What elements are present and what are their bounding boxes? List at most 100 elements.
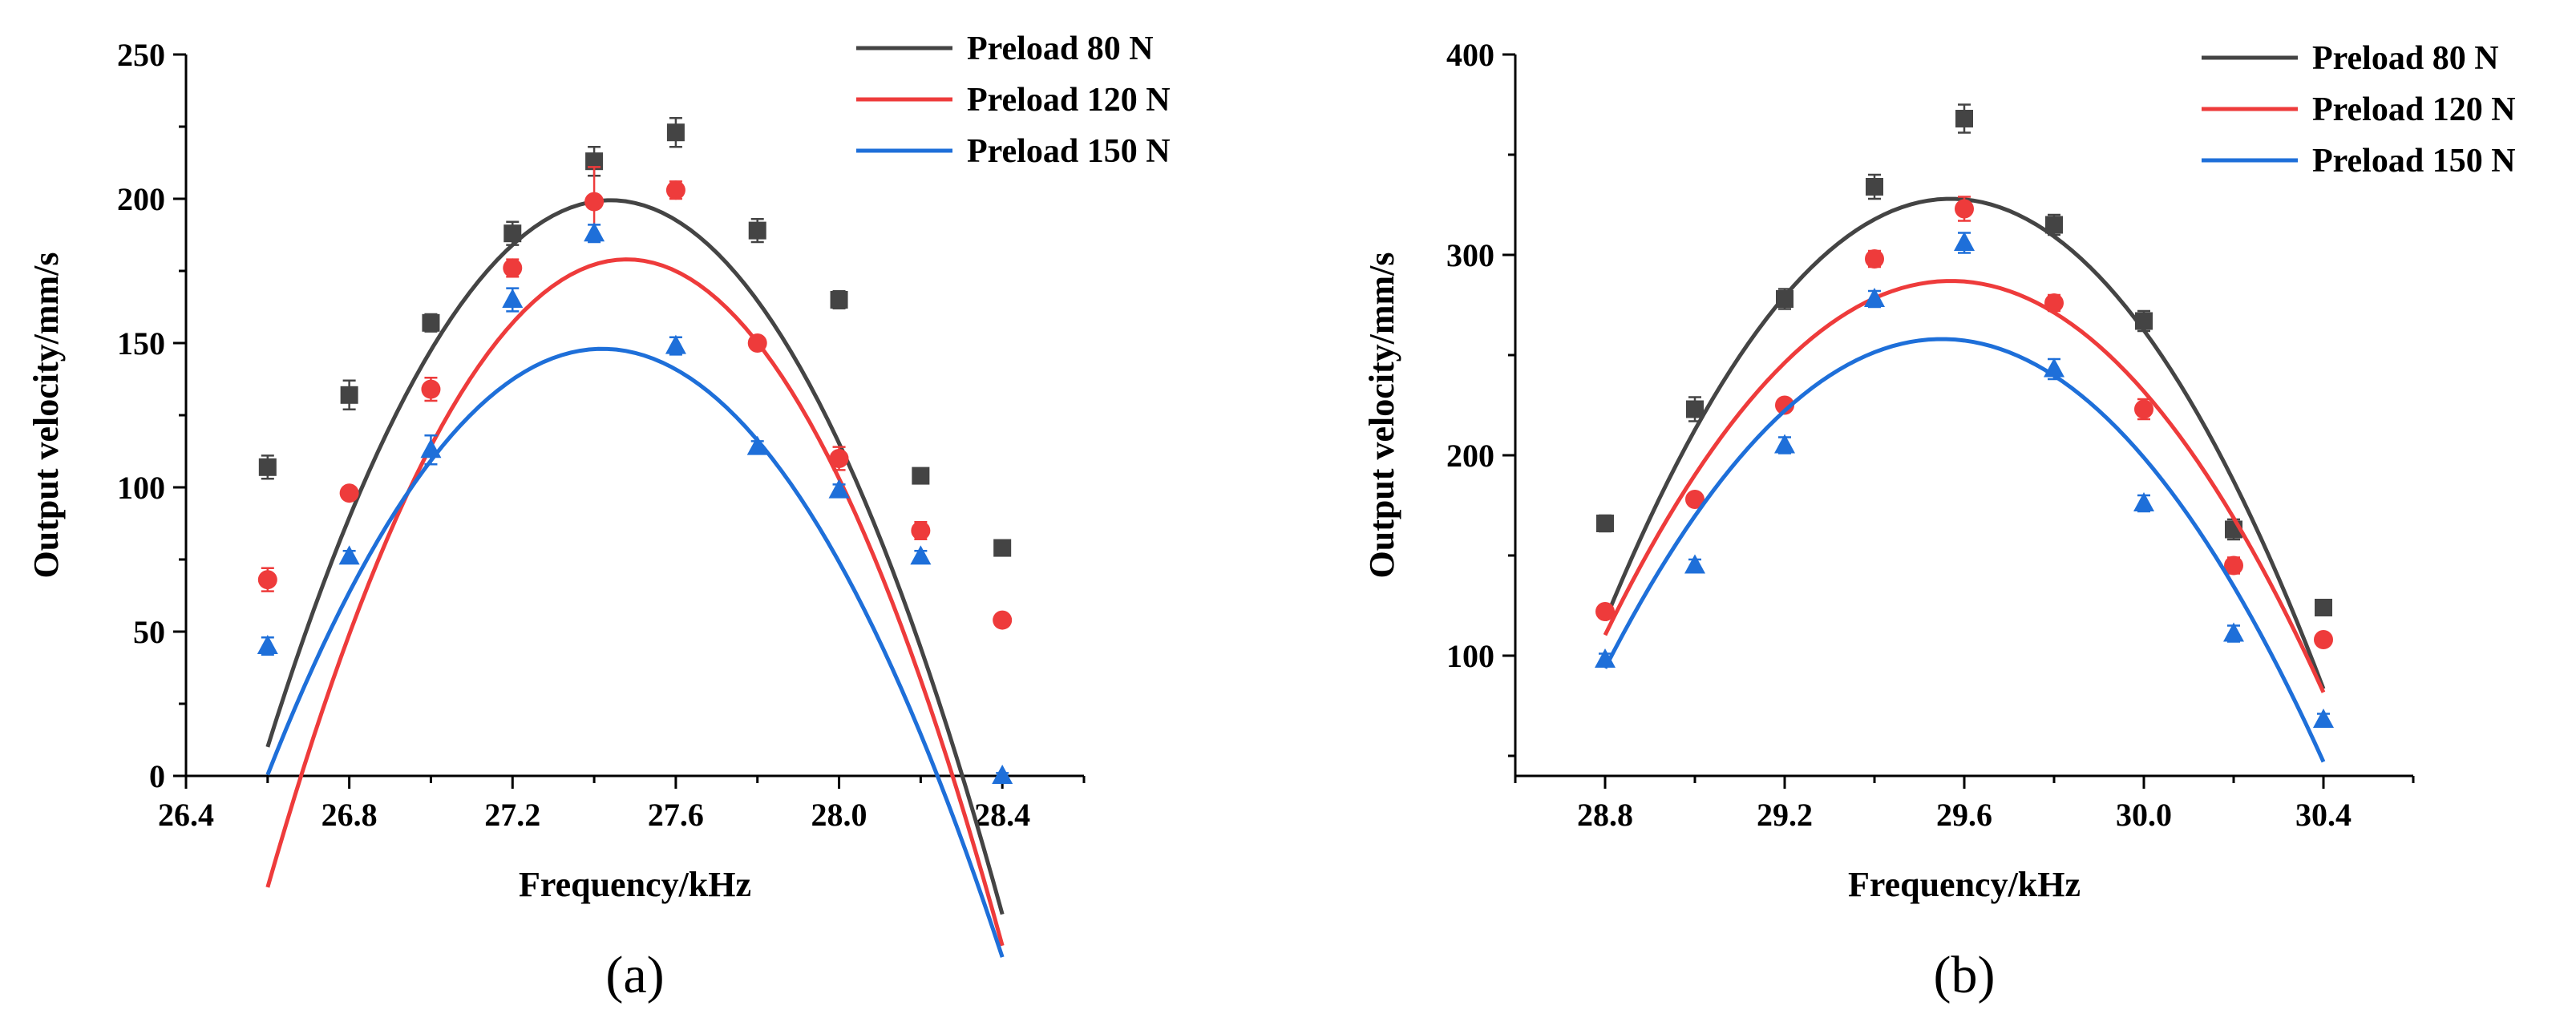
x-tick-label: 30.0 [2116, 797, 2172, 833]
data-point [584, 192, 605, 212]
x-tick-label: 28.0 [811, 797, 867, 833]
data-point [421, 379, 441, 399]
data-point [2313, 709, 2334, 728]
data-point [1595, 602, 1615, 621]
data-point [665, 180, 685, 200]
fit-curve [265, 198, 1005, 915]
fit-curve [265, 257, 1005, 947]
x-axis-title: Frequency/kHz [519, 865, 751, 904]
data-point [1864, 288, 1885, 307]
data-point [1686, 400, 1704, 418]
y-axis-title: Output velocity/mm/s [1362, 252, 1401, 579]
panel-label: (a) [605, 946, 664, 1004]
legend-label: Preload 150 N [2312, 143, 2516, 180]
data-point [584, 222, 605, 242]
data-point [1954, 232, 1975, 251]
legend-label: Preload 120 N [2312, 91, 2516, 128]
data-point [1955, 110, 1973, 127]
x-tick-label: 29.6 [1936, 797, 1992, 833]
fit-curve [1603, 196, 2326, 690]
y-tick-label: 400 [1446, 37, 1494, 73]
data-point [2315, 599, 2332, 616]
y-tick-label: 100 [117, 470, 165, 506]
data-point [829, 449, 849, 468]
fit-curve [1603, 337, 2326, 763]
data-point [2044, 357, 2064, 378]
data-point [911, 521, 931, 540]
data-point [1595, 648, 1616, 668]
data-point [748, 221, 766, 240]
series-2 [257, 166, 1013, 947]
y-tick-label: 300 [1446, 237, 1494, 273]
legend-label: Preload 80 N [967, 30, 1154, 67]
x-axis-title: Frequency/kHz [1848, 865, 2081, 904]
x-tick-label: 27.6 [648, 797, 704, 833]
series-1 [258, 116, 1012, 915]
data-point [503, 258, 523, 278]
data-point [746, 435, 768, 455]
data-point [2223, 622, 2244, 642]
data-point [993, 539, 1012, 557]
y-tick-label: 200 [1446, 438, 1494, 474]
y-tick-label: 250 [117, 37, 165, 73]
y-axis-title: Output velocity/mm/s [26, 252, 66, 579]
y-tick-label: 150 [117, 325, 165, 361]
data-point [2044, 293, 2064, 313]
data-point [420, 438, 442, 458]
series-3 [257, 222, 1013, 958]
legend-label: Preload 120 N [967, 82, 1171, 119]
data-point [1685, 490, 1705, 509]
data-point [1955, 199, 1974, 219]
fit-curve [265, 346, 1005, 958]
data-point [992, 765, 1013, 784]
x-tick-label: 26.8 [321, 797, 378, 833]
y-tick-label: 200 [117, 181, 165, 217]
data-point [338, 545, 360, 565]
legend-label: Preload 150 N [967, 133, 1171, 170]
data-point [747, 333, 767, 353]
series-3 [1595, 232, 2334, 763]
y-tick-label: 100 [1446, 638, 1494, 674]
data-point [1775, 395, 1794, 415]
data-point [666, 123, 685, 142]
data-point [828, 479, 850, 499]
data-point [2134, 399, 2153, 419]
legend: Preload 80 N Preload 120 N Preload 150 N [856, 30, 1171, 170]
data-point [910, 545, 932, 565]
data-point [1774, 434, 1795, 454]
data-point [2045, 216, 2063, 234]
x-tick-label: 29.2 [1757, 797, 1813, 833]
panel-a: 26.4 26.8 27.2 27.6 28.0 28.4 0 50 100 150 200 250 F… [26, 30, 1171, 1004]
series-2 [1595, 196, 2333, 693]
data-point [257, 570, 277, 590]
y-tick-label: 50 [133, 614, 165, 650]
legend: Preload 80 N Preload 120 N Preload 150 N [2202, 40, 2516, 180]
data-point [1596, 515, 1614, 532]
data-point [1865, 249, 1884, 269]
data-point [502, 289, 524, 308]
data-point [503, 224, 522, 243]
x-tick-label: 28.8 [1577, 797, 1633, 833]
x-tick-label: 26.4 [158, 797, 214, 833]
data-point [2224, 555, 2243, 576]
data-point [340, 386, 358, 404]
data-point [2135, 312, 2153, 330]
panel-label: (b) [1934, 946, 1996, 1004]
data-point [1684, 554, 1705, 574]
data-point [422, 313, 440, 332]
data-point [257, 635, 278, 654]
data-point [1776, 290, 1793, 308]
legend-label: Preload 80 N [2312, 40, 2499, 77]
y-tick-label: 0 [149, 758, 165, 794]
fit-curve [1603, 279, 2326, 693]
panel-b: 28.8 29.2 29.6 30.0 30.4 100 200 300 400 Frequenc… [1362, 37, 2516, 1004]
data-point [585, 152, 604, 171]
x-tick-label: 27.2 [484, 797, 540, 833]
data-point [258, 458, 277, 476]
series-1 [1596, 103, 2332, 690]
x-tick-label: 28.4 [974, 797, 1030, 833]
data-point [1866, 178, 1883, 196]
x-tick-label: 30.4 [2295, 797, 2352, 833]
data-point [665, 334, 686, 354]
